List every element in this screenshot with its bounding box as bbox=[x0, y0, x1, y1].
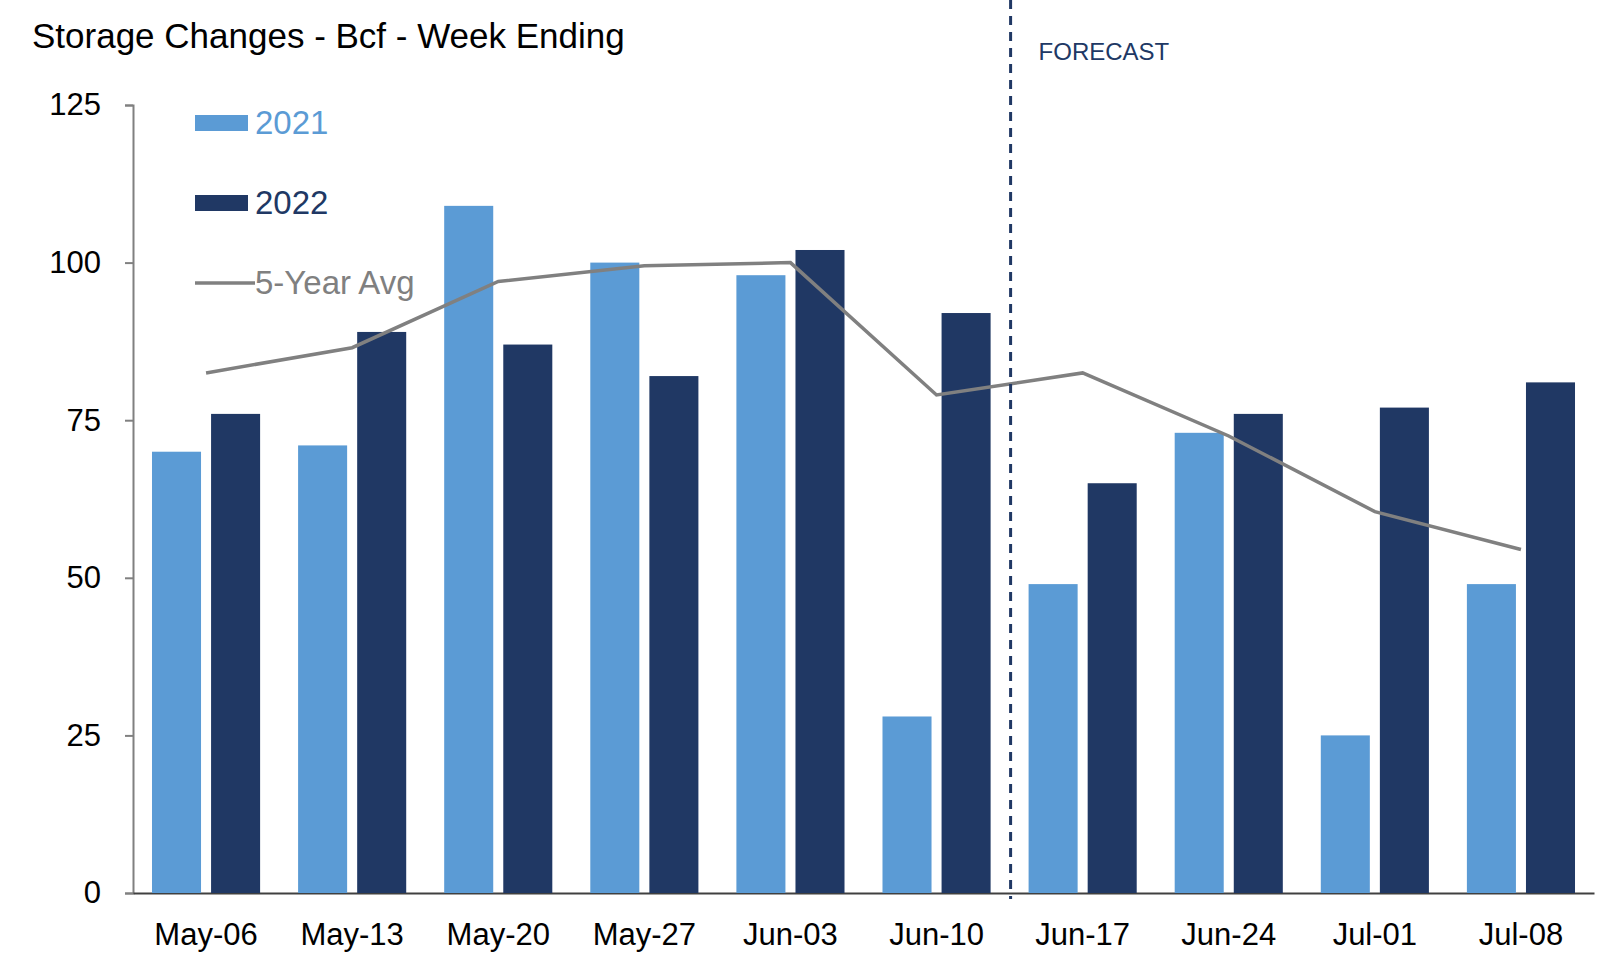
bar bbox=[152, 452, 201, 893]
y-tick-mark bbox=[125, 577, 133, 579]
y-tick: 75 bbox=[67, 403, 133, 438]
y-tick-label: 50 bbox=[67, 560, 101, 595]
legend-label: 2021 bbox=[255, 104, 328, 141]
bar-series bbox=[211, 250, 1575, 893]
x-tick: May-06 bbox=[154, 917, 257, 952]
bar bbox=[882, 716, 931, 893]
x-tick: Jun-03 bbox=[743, 917, 838, 952]
bar bbox=[736, 275, 785, 893]
bar bbox=[1467, 584, 1516, 893]
annotation: FORECAST bbox=[1039, 38, 1170, 65]
y-axis: 0 25 50 75 100 125 bbox=[49, 87, 133, 910]
x-tick-label: Jun-17 bbox=[1035, 917, 1130, 952]
x-tick: May-27 bbox=[593, 917, 696, 952]
bar bbox=[795, 250, 844, 893]
chart-title: Storage Changes - Bcf - Week Ending bbox=[32, 16, 625, 55]
bar bbox=[1029, 584, 1078, 893]
x-tick-label: Jul-01 bbox=[1333, 917, 1417, 952]
x-tick: May-13 bbox=[300, 917, 403, 952]
x-tick-label: Jun-10 bbox=[889, 917, 984, 952]
bar bbox=[298, 445, 347, 893]
y-tick: 25 bbox=[67, 718, 133, 753]
x-tick-label: May-06 bbox=[154, 917, 257, 952]
x-tick-label: May-13 bbox=[300, 917, 403, 952]
y-tick-mark bbox=[125, 735, 133, 737]
y-tick: 50 bbox=[67, 560, 133, 595]
y-tick-mark bbox=[125, 105, 133, 107]
x-tick: Jun-10 bbox=[889, 917, 984, 952]
legend-item: 5-Year Avg bbox=[195, 264, 415, 301]
forecast-divider bbox=[1009, 0, 1012, 899]
bar bbox=[357, 332, 406, 893]
bar-series bbox=[152, 206, 1516, 893]
y-tick-label: 0 bbox=[84, 875, 101, 910]
y-tick-label: 25 bbox=[67, 718, 101, 753]
y-tick-label: 100 bbox=[49, 245, 101, 280]
y-tick-label: 125 bbox=[49, 87, 101, 122]
y-tick: 0 bbox=[84, 875, 133, 910]
bar bbox=[1321, 735, 1370, 893]
x-axis: May-06 May-13 May-20 May-27 Jun-03 Jun-10 Jun-… bbox=[134, 894, 1595, 953]
legend-item: 2021 bbox=[195, 104, 328, 141]
x-tick: Jul-01 bbox=[1333, 917, 1417, 952]
x-tick: May-20 bbox=[447, 917, 550, 952]
y-tick-label: 75 bbox=[67, 403, 101, 438]
legend-item: 2022 bbox=[195, 184, 328, 221]
bar bbox=[942, 313, 991, 893]
bar bbox=[503, 345, 552, 893]
bar bbox=[211, 414, 260, 893]
bar bbox=[1526, 382, 1575, 893]
y-axis-line bbox=[125, 106, 134, 894]
line bbox=[206, 263, 1521, 550]
legend-label: 5-Year Avg bbox=[255, 264, 415, 301]
y-tick: 125 bbox=[49, 87, 133, 122]
bar bbox=[1175, 433, 1224, 893]
bar bbox=[1380, 408, 1429, 893]
x-tick-label: Jun-03 bbox=[743, 917, 838, 952]
x-tick-label: Jun-24 bbox=[1181, 917, 1276, 952]
plot-area bbox=[152, 206, 1575, 893]
legend-swatch bbox=[195, 115, 248, 131]
x-axis-line bbox=[134, 893, 1595, 895]
x-tick: Jul-08 bbox=[1479, 917, 1563, 952]
y-tick-mark bbox=[125, 262, 133, 264]
x-tick: Jun-17 bbox=[1035, 917, 1130, 952]
bar bbox=[444, 206, 493, 893]
x-tick-label: Jul-08 bbox=[1479, 917, 1563, 952]
legend-swatch bbox=[195, 195, 248, 211]
y-tick: 100 bbox=[49, 245, 133, 280]
y-tick-mark bbox=[125, 420, 133, 422]
bar bbox=[1234, 414, 1283, 893]
bar bbox=[590, 263, 639, 893]
bar bbox=[649, 376, 698, 893]
legend-swatch bbox=[195, 281, 255, 285]
bar bbox=[1088, 483, 1137, 893]
y-tick-mark bbox=[125, 893, 133, 895]
x-tick-label: May-27 bbox=[593, 917, 696, 952]
x-tick: Jun-24 bbox=[1181, 917, 1276, 952]
x-tick-label: May-20 bbox=[447, 917, 550, 952]
legend-label: 2022 bbox=[255, 184, 328, 221]
legend: 2021 2022 5-Year Avg bbox=[195, 104, 415, 301]
